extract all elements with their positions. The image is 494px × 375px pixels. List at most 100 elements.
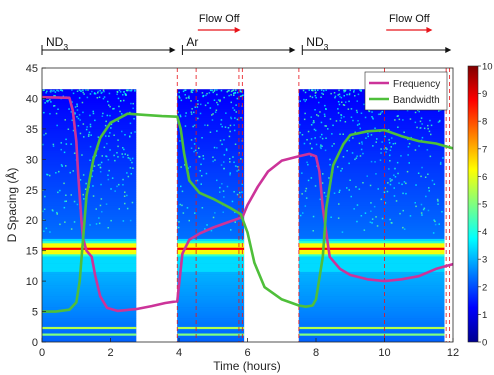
- heatmap-speckle: [86, 96, 89, 99]
- heatmap-speckle: [398, 182, 400, 184]
- heatmap-row: [177, 221, 245, 224]
- heatmap-speckle: [197, 117, 199, 120]
- heatmap-speckle: [55, 172, 57, 174]
- heatmap-speckle: [85, 89, 87, 91]
- dashed-marker-lines: [176, 68, 451, 342]
- heatmap-speckle: [242, 94, 244, 96]
- heatmap-row: [177, 161, 245, 165]
- heatmap-row: [42, 155, 137, 158]
- heatmap-speckle: [178, 95, 180, 97]
- heatmap-speckle: [214, 159, 216, 161]
- heatmap-speckle: [360, 215, 363, 217]
- heatmap-row: [298, 320, 445, 323]
- y-tick-label: 30: [26, 154, 38, 166]
- heatmap-row: [177, 287, 245, 290]
- heatmap-row: [177, 298, 245, 301]
- heatmap-speckle: [235, 165, 237, 168]
- heatmap-speckle: [440, 161, 442, 164]
- heatmap-row: [298, 236, 445, 240]
- heatmap-speckle: [222, 190, 225, 192]
- heatmap-speckle: [193, 150, 195, 153]
- heatmap-speckle: [369, 184, 372, 187]
- heatmap-speckle: [43, 134, 45, 136]
- heatmap-speckle: [388, 139, 390, 141]
- heatmap-speckle: [206, 92, 208, 95]
- heatmap-speckle: [421, 123, 423, 125]
- series-layer: [42, 95, 453, 313]
- heatmap-speckle: [304, 205, 307, 207]
- heatmap-row: [42, 164, 137, 167]
- heatmap-row: [298, 307, 445, 310]
- heatmap-row: [177, 205, 245, 209]
- heatmap-row: [298, 274, 445, 277]
- heatmap-speckle: [407, 146, 410, 148]
- heatmap-speckle: [223, 167, 225, 170]
- heatmap-row: [298, 285, 445, 288]
- heatmap-speckle: [397, 172, 399, 175]
- heatmap-row: [42, 93, 137, 97]
- heatmap-row: [177, 113, 245, 117]
- heatmap-speckle: [389, 154, 391, 157]
- heatmap-speckle: [49, 174, 51, 177]
- heatmap-speckle: [193, 111, 195, 114]
- heatmap-speckle: [403, 131, 405, 133]
- heatmap-speckle: [109, 132, 111, 134]
- heatmap-speckle: [219, 100, 221, 103]
- heatmap-speckle: [348, 189, 350, 191]
- heatmap-speckle: [320, 96, 322, 98]
- heatmap-speckle: [76, 203, 79, 206]
- heatmap-speckle: [302, 212, 304, 214]
- heatmap-row: [42, 159, 137, 163]
- heatmap-speckle: [47, 100, 49, 102]
- heatmap-row: [177, 148, 245, 152]
- heatmap-speckle: [234, 117, 236, 119]
- heatmap-speckle: [299, 100, 301, 102]
- heatmap-speckle: [319, 198, 321, 201]
- heatmap-speckle: [384, 187, 386, 189]
- heatmap-speckle: [126, 207, 129, 210]
- heatmap-speckle: [114, 190, 116, 192]
- heatmap-row: [298, 256, 445, 260]
- heatmap-speckle: [329, 164, 331, 166]
- colorbar: [467, 65, 479, 343]
- heatmap-speckle: [418, 145, 420, 147]
- heatmap-speckle: [229, 161, 231, 163]
- heatmap-speckle: [239, 196, 241, 198]
- heatmap-speckle: [93, 165, 96, 167]
- heatmap-speckle: [364, 212, 367, 214]
- heatmap-block-2: [298, 89, 445, 342]
- heatmap-row: [177, 166, 245, 169]
- heatmap-row: [42, 188, 137, 191]
- heatmap-speckle: [76, 116, 78, 118]
- heatmap-row: [42, 109, 137, 112]
- y-tick-label: 10: [26, 276, 38, 288]
- heatmap-row: [177, 179, 245, 183]
- heatmap-speckle: [185, 97, 188, 99]
- heatmap-speckle: [312, 120, 315, 122]
- heatmap-speckle: [134, 131, 136, 133]
- heatmap-row: [42, 126, 137, 130]
- heatmap-speckle: [209, 131, 212, 133]
- heatmap-speckle: [82, 193, 84, 196]
- heatmap-speckle: [122, 94, 124, 96]
- heatmap-speckle: [196, 106, 199, 108]
- heatmap-speckle: [235, 89, 237, 91]
- heatmap-speckle: [402, 209, 404, 212]
- heatmap-speckle: [43, 89, 45, 91]
- heatmap-speckle: [114, 159, 116, 162]
- heatmap-speckle: [350, 108, 353, 110]
- heatmap-row: [298, 219, 445, 222]
- heatmap-speckle: [334, 95, 337, 98]
- heatmap-speckle: [344, 121, 347, 123]
- heatmap-row: [298, 124, 445, 128]
- heatmap-row: [177, 302, 245, 306]
- heatmap-speckle: [184, 94, 186, 96]
- heatmap-speckle: [230, 117, 233, 120]
- heatmap-speckle: [125, 89, 128, 92]
- heatmap-speckle: [101, 211, 103, 213]
- heatmap-speckle: [233, 124, 235, 126]
- heatmap-speckle: [56, 89, 58, 92]
- heatmap-speckle: [340, 114, 342, 116]
- heatmap-row: [42, 300, 137, 304]
- heatmap-speckle: [108, 92, 111, 95]
